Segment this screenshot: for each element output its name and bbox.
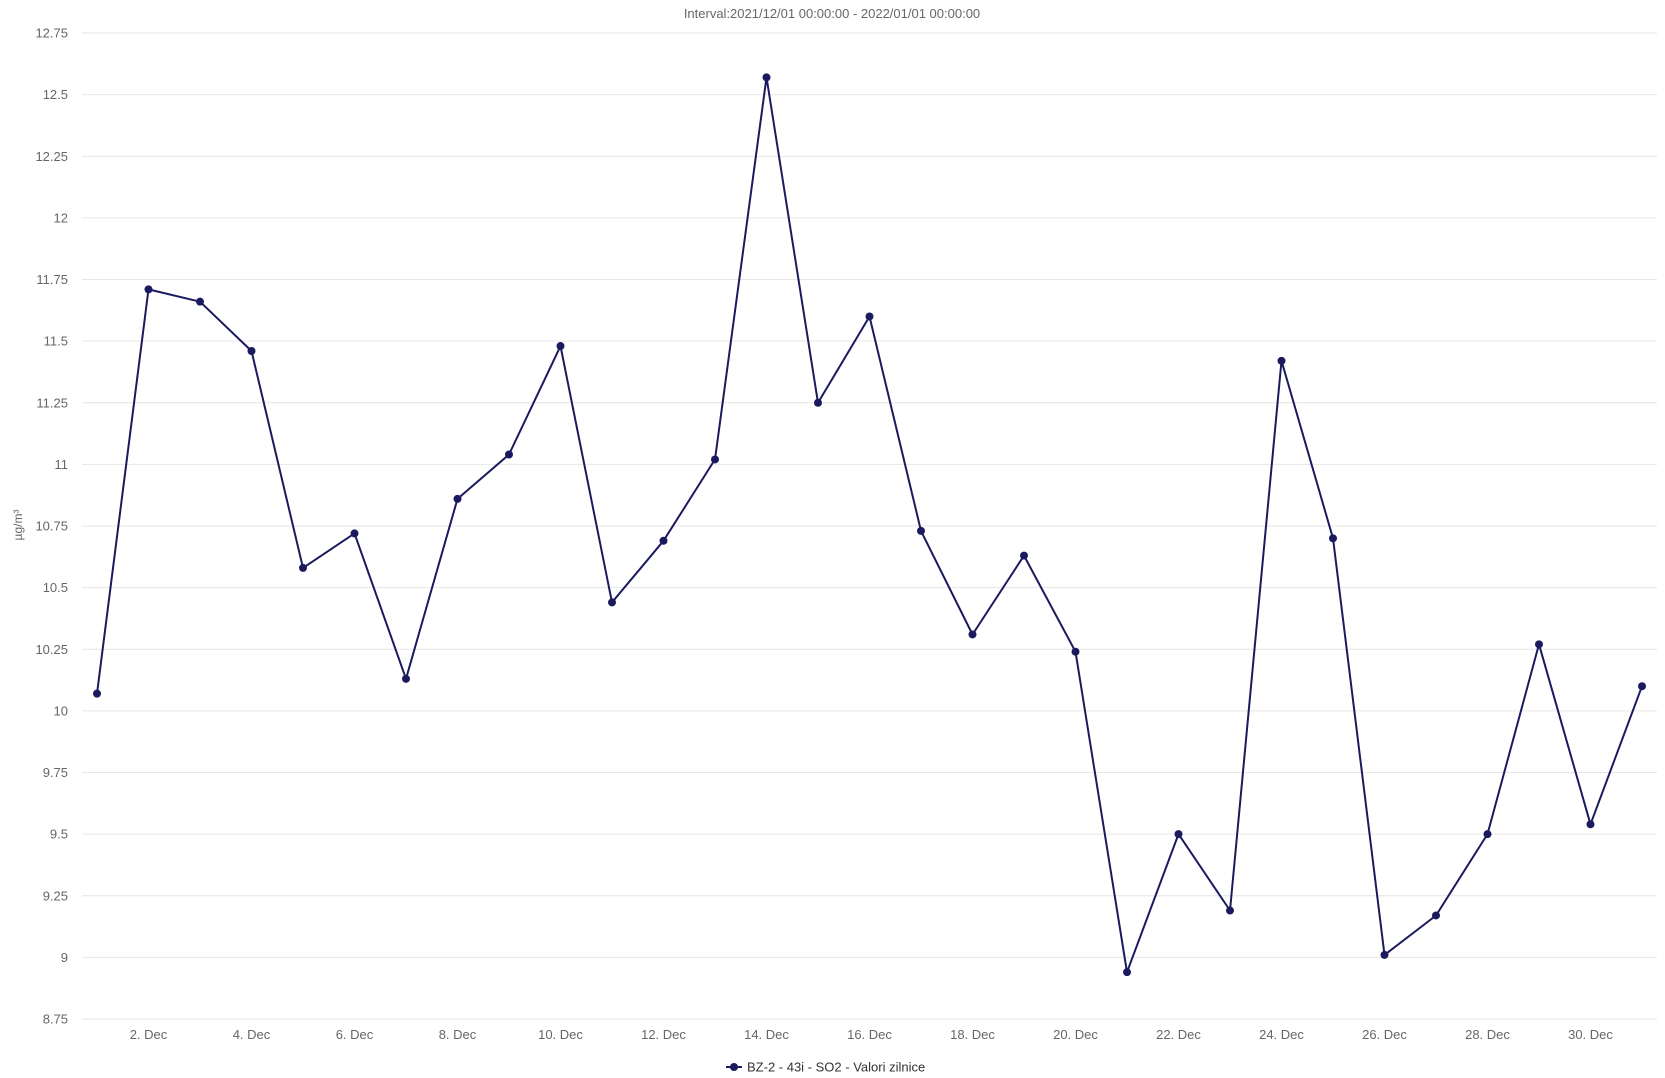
series-line xyxy=(96,76,1643,974)
data-point xyxy=(1329,534,1337,543)
y-axis-ticks: 8.75 9 9.25 9.5 9.75 10 10.25 10.5 10.75 11 11.25 1… xyxy=(35,26,68,1027)
data-point xyxy=(1586,820,1595,829)
y-tick-label: 12.25 xyxy=(35,149,68,164)
x-tick-label: 30. Dec xyxy=(1568,1027,1613,1042)
legend[interactable]: BZ-2 - 43i - SO2 - Valori zilnice xyxy=(726,1060,925,1075)
series-layer xyxy=(93,73,1646,977)
y-tick-label: 9.25 xyxy=(43,888,68,903)
x-tick-label: 8. Dec xyxy=(439,1027,477,1042)
data-point xyxy=(1226,906,1234,915)
y-tick-label: 10.5 xyxy=(43,580,68,595)
chart-title: Interval:2021/12/01 00:00:00 - 2022/01/0… xyxy=(684,6,980,21)
data-point xyxy=(1535,640,1543,649)
y-tick-label: 10.25 xyxy=(35,642,68,657)
data-point xyxy=(402,674,410,683)
x-axis-ticks: 2. Dec 4. Dec 6. Dec 8. Dec 10. Dec 12. Dec 14… xyxy=(130,1027,1614,1042)
y-axis-label: µg/m³ xyxy=(11,510,25,541)
x-tick-label: 14. Dec xyxy=(744,1027,789,1042)
x-tick-label: 20. Dec xyxy=(1053,1027,1098,1042)
x-tick-label: 22. Dec xyxy=(1156,1027,1201,1042)
x-tick-label: 4. Dec xyxy=(233,1027,271,1042)
data-point xyxy=(917,526,925,535)
data-point xyxy=(556,342,565,351)
y-tick-label: 11 xyxy=(55,457,69,472)
gridlines xyxy=(82,32,1657,1020)
x-tick-label: 10. Dec xyxy=(538,1027,583,1042)
x-tick-label: 16. Dec xyxy=(847,1027,892,1042)
x-tick-label: 12. Dec xyxy=(641,1027,686,1042)
data-point xyxy=(144,285,153,294)
data-point xyxy=(1174,830,1183,839)
data-point xyxy=(453,494,462,503)
y-tick-label: 12.5 xyxy=(43,87,68,102)
data-point xyxy=(350,529,359,538)
y-tick-label: 9 xyxy=(61,950,68,965)
data-point xyxy=(1123,968,1131,977)
y-tick-label: 11.5 xyxy=(44,334,68,349)
y-tick-label: 12 xyxy=(54,210,68,225)
x-tick-label: 18. Dec xyxy=(950,1027,995,1042)
x-tick-label: 24. Dec xyxy=(1259,1027,1304,1042)
data-point xyxy=(93,689,101,698)
x-tick-label: 28. Dec xyxy=(1465,1027,1510,1042)
data-point xyxy=(762,73,771,82)
x-tick-label: 2. Dec xyxy=(130,1027,168,1042)
data-point xyxy=(608,598,616,607)
data-point xyxy=(299,563,307,572)
x-tick-label: 6. Dec xyxy=(336,1027,374,1042)
y-tick-label: 11.25 xyxy=(36,395,68,410)
data-point xyxy=(659,536,668,545)
legend-entry-label: BZ-2 - 43i - SO2 - Valori zilnice xyxy=(747,1060,925,1075)
data-point xyxy=(1277,356,1286,365)
data-point xyxy=(505,450,513,459)
data-point xyxy=(1483,830,1492,839)
y-tick-label: 8.75 xyxy=(43,1012,68,1027)
data-point xyxy=(865,312,874,321)
data-point xyxy=(968,630,977,639)
y-tick-label: 11.75 xyxy=(36,272,68,287)
data-point xyxy=(711,455,719,464)
data-point xyxy=(1380,950,1389,959)
data-point xyxy=(1020,551,1028,560)
y-tick-label: 9.5 xyxy=(50,827,68,842)
y-tick-label: 10.75 xyxy=(35,519,68,534)
y-tick-label: 9.75 xyxy=(43,765,68,780)
data-point xyxy=(1071,647,1080,656)
data-point xyxy=(1432,911,1440,920)
data-point xyxy=(247,346,256,355)
x-tick-label: 26. Dec xyxy=(1362,1027,1407,1042)
data-point xyxy=(1638,682,1646,691)
legend-point-marker xyxy=(730,1063,738,1071)
y-tick-label: 12.75 xyxy=(35,26,68,41)
y-tick-label: 10 xyxy=(54,703,68,718)
data-point xyxy=(196,297,204,306)
data-point xyxy=(814,398,822,407)
